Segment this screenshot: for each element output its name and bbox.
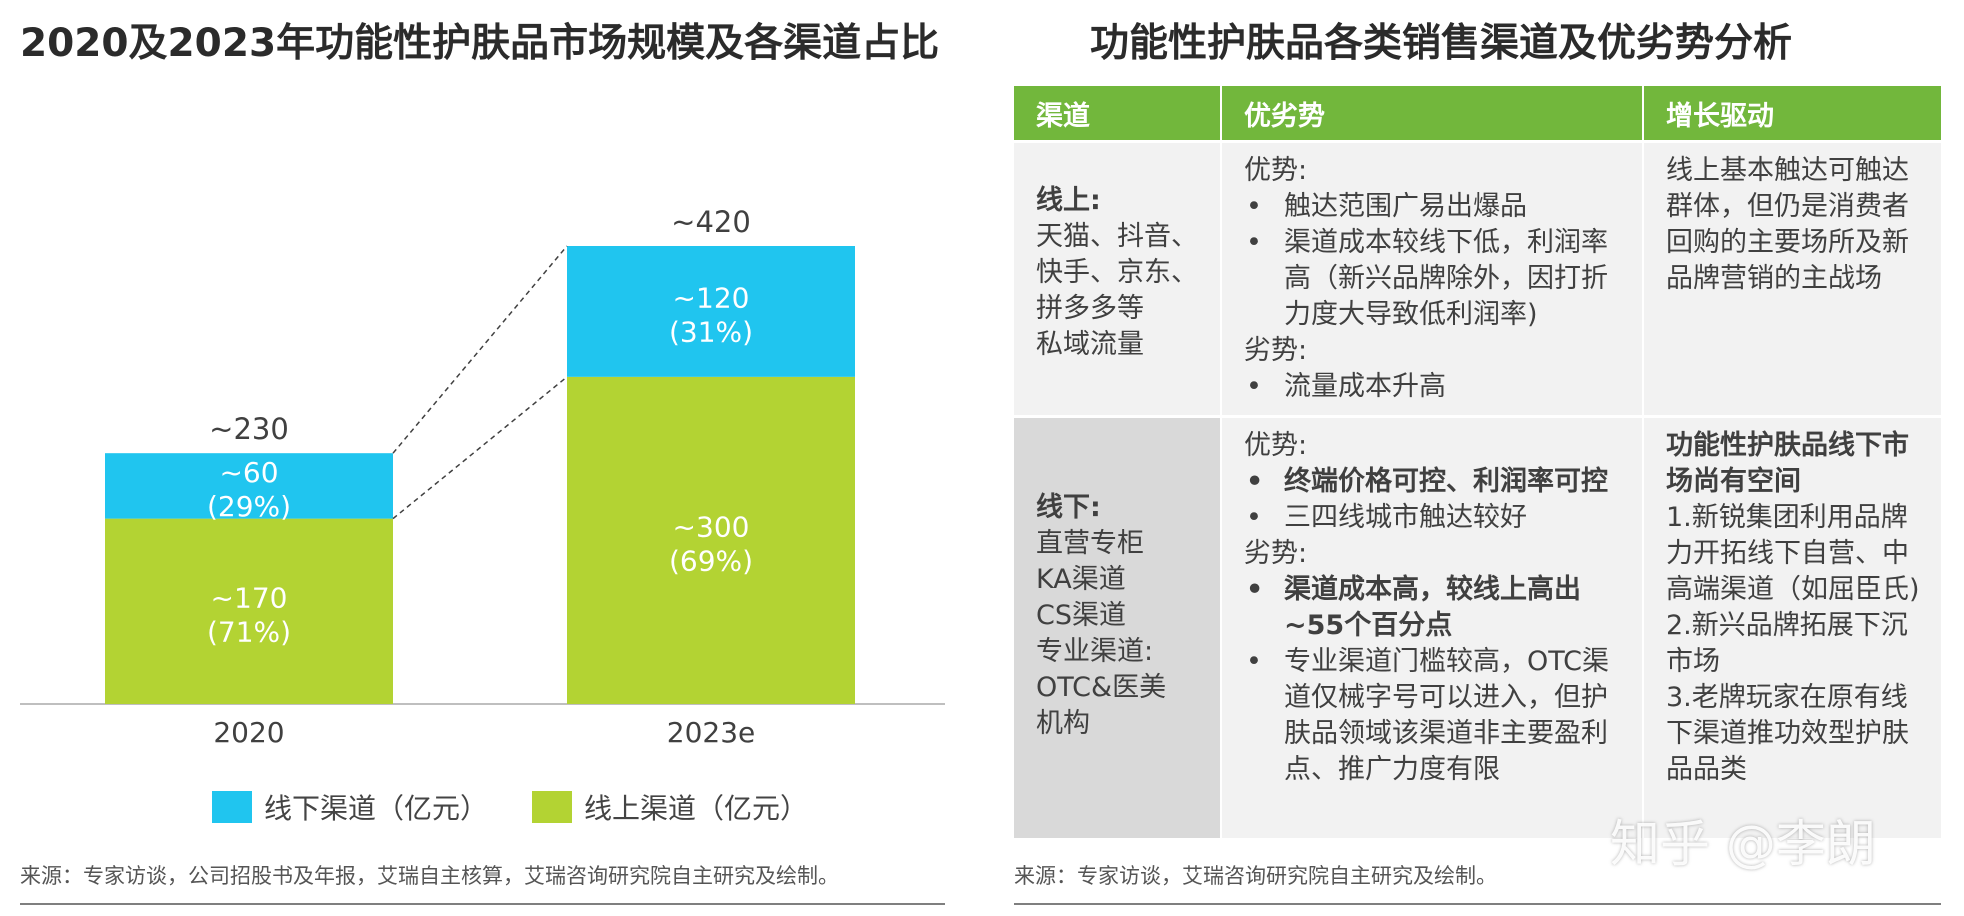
table-header-row: 渠道 优劣势 增长驱动 <box>1014 86 1941 140</box>
x-tick-label: 2023e <box>667 716 755 749</box>
bar-value-label: ~60 <box>219 456 278 489</box>
cell-pros-cons-offline: 优势: 终端价格可控、利润率可控 三四线城市触达较好 劣势: 渠道成本高，较线上… <box>1222 418 1644 838</box>
watermark: 知乎 @李朗 <box>1610 815 1876 873</box>
channel-line: 专业渠道: <box>1036 636 1154 667</box>
driver-text: 线上基本触达可触达群体，但仍是消费者回购的主要场所及新品牌营销的主战场 <box>1666 155 1909 294</box>
channel-name: 线上: <box>1036 185 1101 216</box>
list-item: 专业渠道门槛较高，OTC渠道仅械字号可以进入，但护肤品领域该渠道非主要盈利点、推… <box>1244 644 1628 788</box>
bar-value-label: ~300 <box>673 510 750 543</box>
bottom-rule-left <box>20 903 945 905</box>
bar-share-label: (29%) <box>207 490 291 523</box>
channel-line: 天猫、抖音、 <box>1036 221 1198 252</box>
bottom-rule-right <box>1014 903 1941 905</box>
channel-analysis-table: 渠道 优劣势 增长驱动 线上: 天猫、抖音、 快手、京东、 拼多多等 私域流量 … <box>1014 86 1941 838</box>
pros-list: 触达范围广易出爆品 渠道成本较线下低，利润率高（新兴品牌除外，因打折力度大导致低… <box>1244 189 1628 333</box>
cell-channel-offline: 线下: 直营专柜 KA渠道 CS渠道 专业渠道: OTC&医美 机构 <box>1014 418 1222 838</box>
driver-text: 3.老牌玩家在原有线下渠道推功效型护肤品品类 <box>1666 682 1909 785</box>
list-item: 终端价格可控、利润率可控 <box>1244 464 1628 500</box>
channel-line: 直营专柜 <box>1036 528 1144 559</box>
cell-channel-online: 线上: 天猫、抖音、 快手、京东、 拼多多等 私域流量 <box>1014 143 1222 415</box>
list-item: 流量成本升高 <box>1244 369 1628 405</box>
channel-name: 线下: <box>1036 492 1101 523</box>
table-row-online: 线上: 天猫、抖音、 快手、京东、 拼多多等 私域流量 优势: 触达范围广易出爆… <box>1014 140 1941 415</box>
legend-item-offline: 线下渠道（亿元） <box>212 790 489 825</box>
cons-label: 劣势: <box>1244 335 1308 366</box>
bar-share-label: (71%) <box>207 615 291 648</box>
list-item: 渠道成本高，较线上高出~55个百分点 <box>1244 572 1628 644</box>
bar-total-label: ~420 <box>671 205 751 239</box>
bar-online-2023e <box>567 376 855 704</box>
table-row-offline: 线下: 直营专柜 KA渠道 CS渠道 专业渠道: OTC&医美 机构 优势: 终… <box>1014 415 1941 838</box>
bar-online-2020 <box>105 518 393 704</box>
source-note-left: 来源：专家访谈，公司招股书及年报，艾瑞自主核算，艾瑞咨询研究院自主研究及绘制。 <box>20 864 839 888</box>
legend-label-offline: 线下渠道（亿元） <box>264 792 489 825</box>
channel-line: 私域流量 <box>1036 329 1144 360</box>
bar-offline-2020 <box>105 453 393 519</box>
connector-line-top <box>392 245 568 454</box>
bar-share-label: (31%) <box>669 315 753 348</box>
header-growth-driver: 增长驱动 <box>1666 100 1774 132</box>
cons-list: 流量成本升高 <box>1244 369 1628 405</box>
legend-label-online: 线上渠道（亿元） <box>584 792 809 825</box>
bar-total-label: ~230 <box>209 412 289 446</box>
source-note-right: 来源：专家访谈，艾瑞咨询研究院自主研究及绘制。 <box>1014 864 1497 888</box>
driver-heading: 功能性护肤品线下市场尚有空间 <box>1666 430 1909 497</box>
pros-list: 终端价格可控、利润率可控 三四线城市触达较好 <box>1244 464 1628 536</box>
cons-list: 渠道成本高，较线上高出~55个百分点 专业渠道门槛较高，OTC渠道仅械字号可以进… <box>1244 572 1628 788</box>
bar-share-label: (69%) <box>669 544 753 577</box>
channel-line: CS渠道 <box>1036 600 1126 631</box>
legend-swatch-offline <box>212 791 252 823</box>
x-tick-label: 2020 <box>213 716 284 749</box>
bar-value-label: ~170 <box>211 581 288 614</box>
channel-line: OTC&医美 <box>1036 672 1167 703</box>
cell-pros-cons-online: 优势: 触达范围广易出爆品 渠道成本较线下低，利润率高（新兴品牌除外，因打折力度… <box>1222 143 1644 415</box>
channel-line: 机构 <box>1036 708 1090 739</box>
chart-title: 2020及2023年功能性护肤品市场规模及各渠道占比 <box>20 21 940 66</box>
list-item: 三四线城市触达较好 <box>1244 500 1628 536</box>
header-channel: 渠道 <box>1014 86 1222 140</box>
driver-text: 2.新兴品牌拓展下沉市场 <box>1666 610 1908 677</box>
list-item: 触达范围广易出爆品 <box>1244 189 1628 225</box>
connector-line-bottom <box>392 376 568 520</box>
cell-driver-online: 线上基本触达可触达群体，但仍是消费者回购的主要场所及新品牌营销的主战场 <box>1644 143 1941 415</box>
header-pros-cons: 优劣势 <box>1222 86 1644 140</box>
list-item: 渠道成本较线下低，利润率高（新兴品牌除外，因打折力度大导致低利润率) <box>1244 225 1628 333</box>
cell-driver-offline: 功能性护肤品线下市场尚有空间 1.新锐集团利用品牌力开拓线下自营、中高端渠道（如… <box>1644 418 1941 838</box>
table-title: 功能性护肤品各类销售渠道及优劣势分析 <box>1090 21 1793 66</box>
legend-swatch-online <box>532 791 572 823</box>
legend-item-online: 线上渠道（亿元） <box>532 790 809 825</box>
bar-offline-2023e <box>567 246 855 377</box>
stacked-bar-chart: ~170(71%) ~60(29%) ~230 2020 ~300(69%) ~120(3… <box>20 205 945 749</box>
pros-label: 优势: <box>1244 155 1308 186</box>
channel-line: KA渠道 <box>1036 564 1126 595</box>
driver-text: 1.新锐集团利用品牌力开拓线下自营、中高端渠道（如屈臣氏) <box>1666 502 1920 605</box>
bar-value-label: ~120 <box>673 281 750 314</box>
channel-line: 拼多多等 <box>1036 293 1144 324</box>
channel-line: 快手、京东、 <box>1036 257 1198 288</box>
pros-label: 优势: <box>1244 430 1308 461</box>
cons-label: 劣势: <box>1244 538 1308 569</box>
